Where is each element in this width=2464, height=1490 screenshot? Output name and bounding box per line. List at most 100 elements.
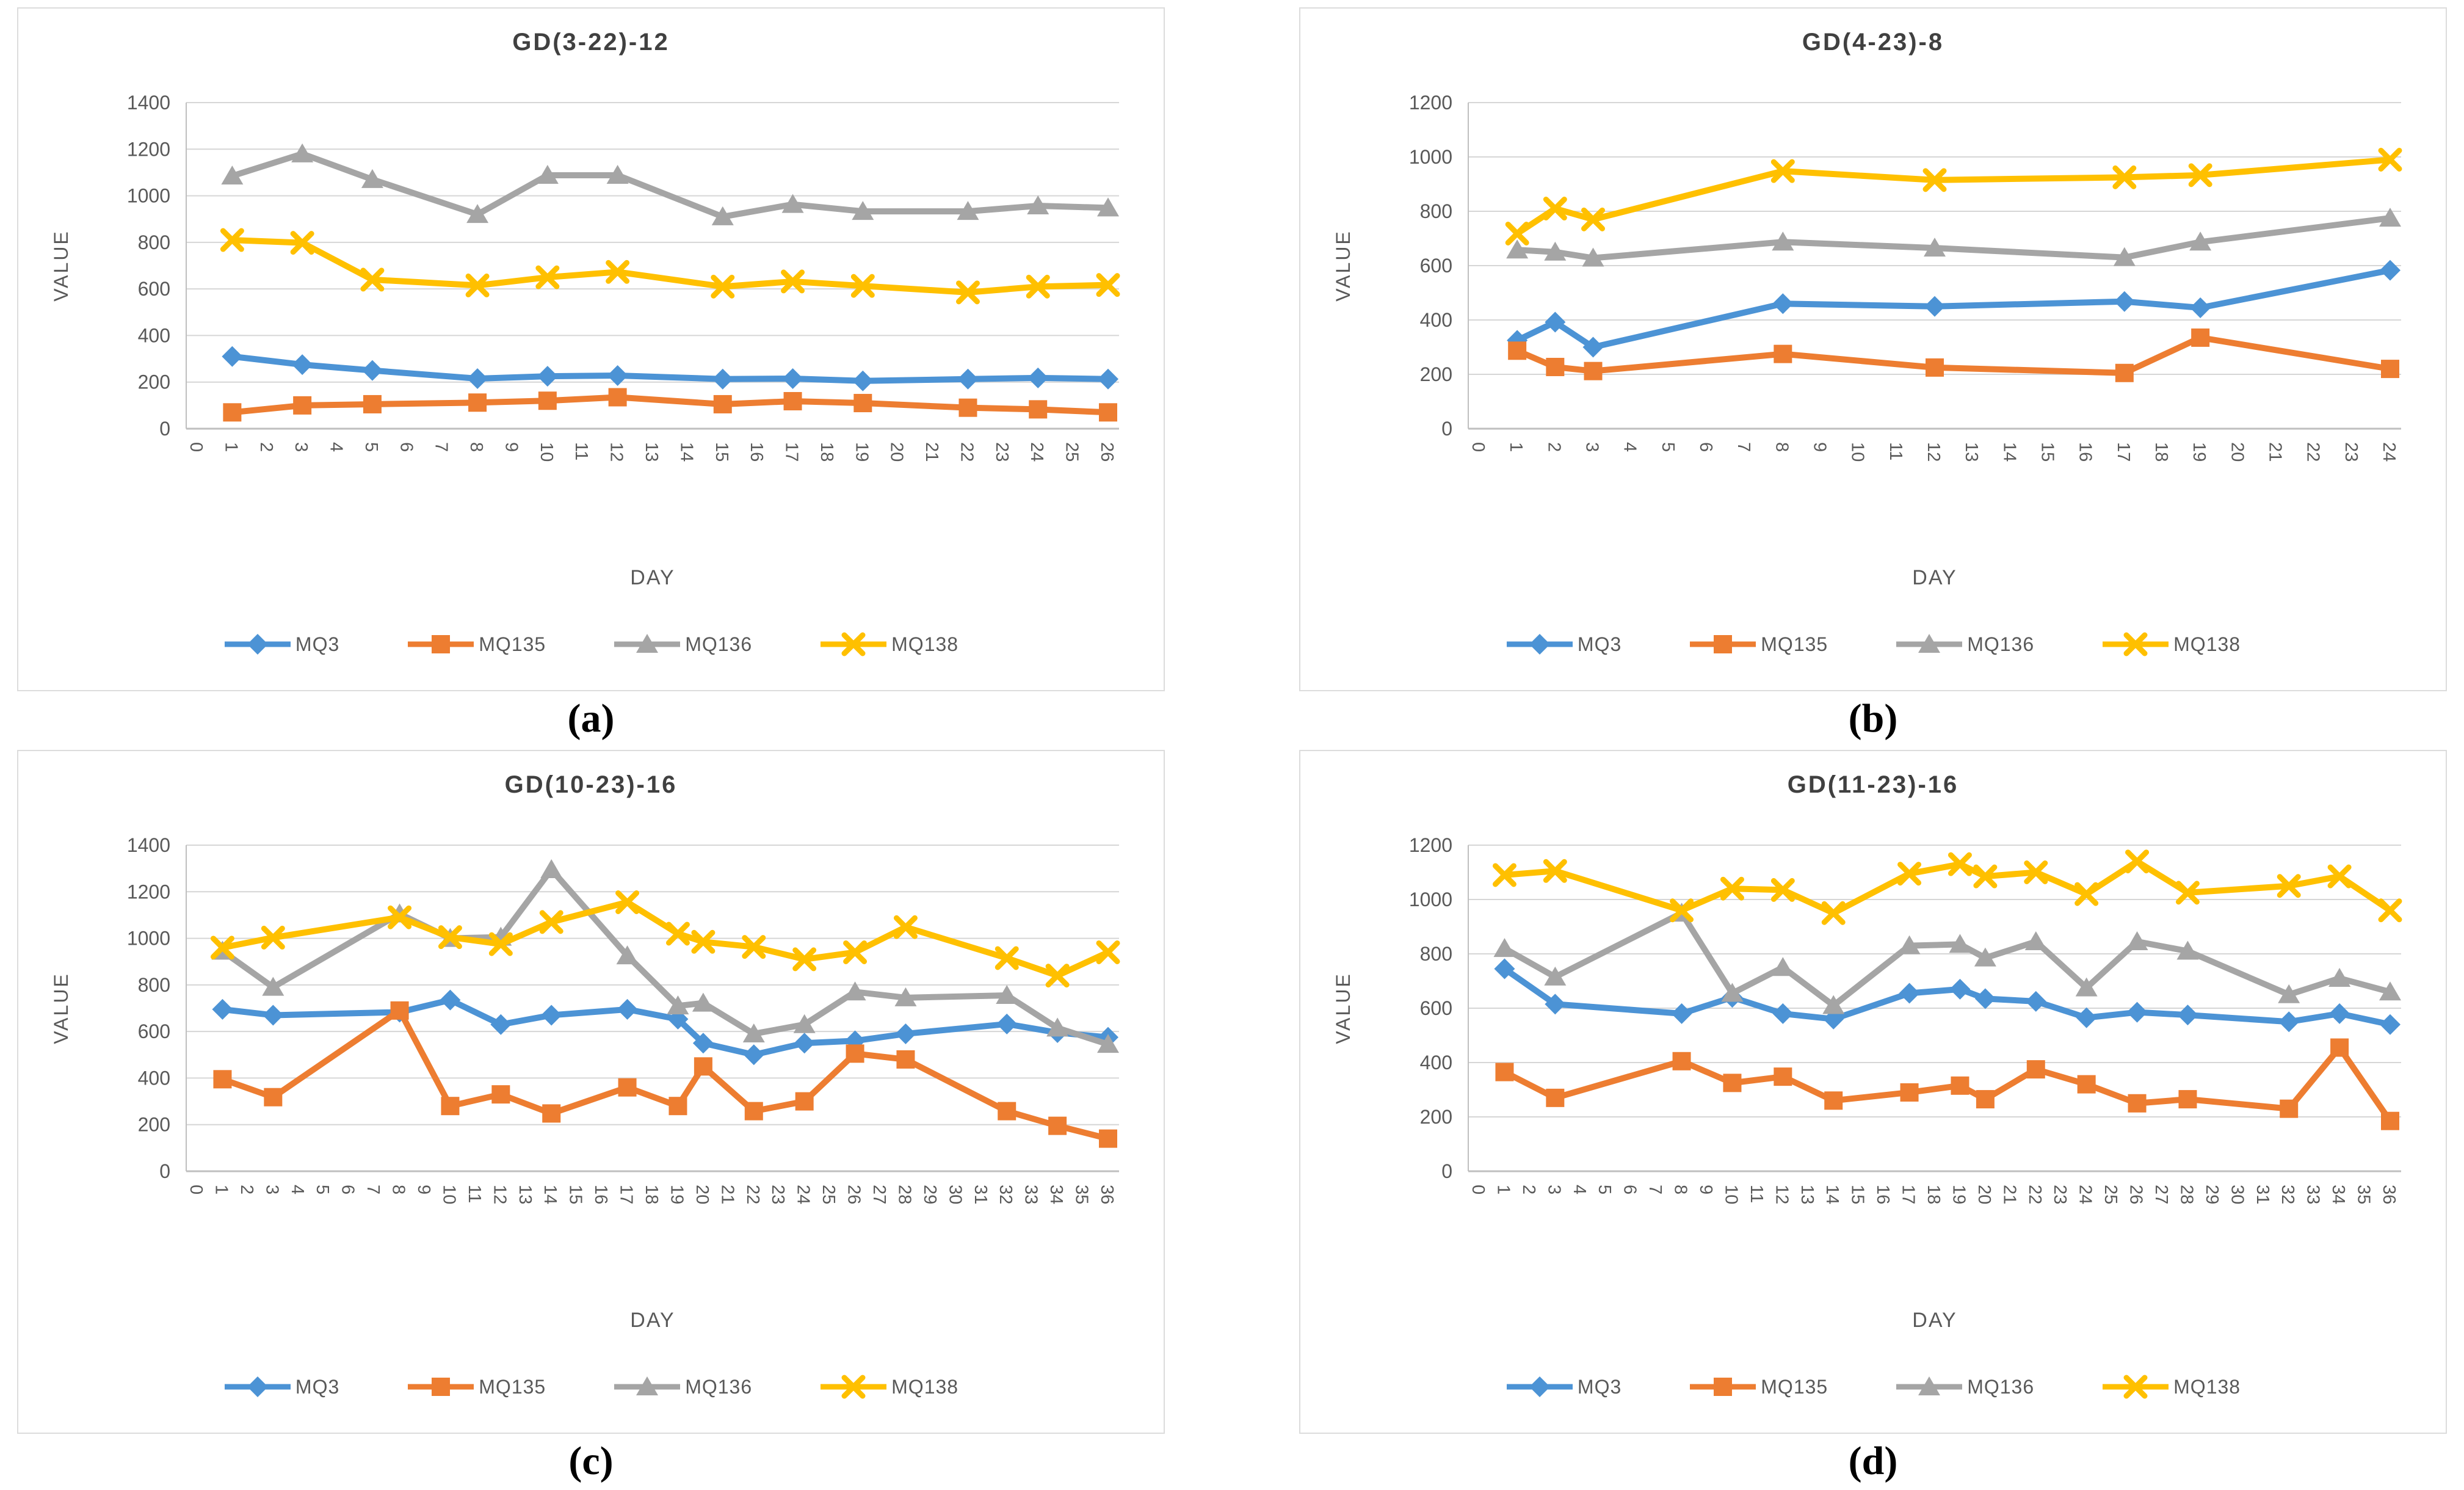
marker-triangle: [711, 206, 734, 225]
legend-item-MQ135: MQ135: [407, 631, 546, 658]
marker-x: [290, 231, 314, 255]
x-tick-label: 27: [869, 1185, 889, 1204]
chart-panel-d: GD(11-23)-16 0 200 400 600 800 1000 1200 0 1 2 3 4 5…: [1299, 750, 2447, 1434]
marker-square: [264, 1088, 283, 1107]
x-tick-label: 29: [2202, 1185, 2222, 1204]
legend-label-MQ135: MQ135: [1761, 633, 1828, 655]
marker-triangle: [1097, 197, 1119, 217]
marker-triangle: [2189, 231, 2212, 251]
x-tick-label: 7: [432, 442, 451, 452]
x-tick-label: 14: [540, 1185, 560, 1204]
x-tick-label: 4: [288, 1185, 307, 1194]
marker-square: [958, 398, 977, 417]
marker-diamond: [440, 989, 461, 1011]
marker-square: [783, 391, 802, 410]
marker-x: [465, 273, 490, 297]
marker-x: [1948, 852, 1972, 876]
x-tick-label: 13: [515, 1185, 535, 1204]
x-tick-label: 22: [957, 442, 976, 462]
marker-x: [2378, 147, 2402, 172]
x-tick-label: 21: [717, 1185, 737, 1204]
legend-marker-MQ138: [821, 1375, 887, 1399]
series-MQ135-line: [1514, 334, 2393, 376]
marker-triangle: [692, 992, 714, 1012]
legend-marker-MQ135: [1690, 635, 1756, 653]
marker-triangle: [606, 165, 629, 184]
x-tick-label: 35: [2354, 1185, 2374, 1204]
marker-diamond: [1545, 994, 1566, 1015]
x-tick-label: 20: [1974, 1185, 1994, 1204]
legend-item-MQ136: MQ136: [1895, 631, 2034, 658]
marker-square: [1714, 1378, 1733, 1396]
legend-marker-MQ138: [2103, 1375, 2169, 1399]
x-tick-label: 22: [2303, 442, 2323, 462]
series-MQ3: [1507, 260, 2401, 358]
x-axis-title: DAY: [630, 1309, 675, 1332]
x-tick-label: 23: [2341, 442, 2361, 462]
x-tick-label: 1: [1506, 442, 1526, 452]
x-tick-label: 17: [782, 442, 802, 462]
x-tick-label: 12: [1924, 442, 1943, 462]
marker-diamond: [212, 998, 233, 1020]
x-tick-label: 32: [2278, 1185, 2297, 1204]
marker-x: [535, 265, 560, 289]
marker-square: [2115, 363, 2134, 382]
legend-marker-MQ3: [224, 1376, 291, 1397]
x-tick-label: 9: [414, 1185, 433, 1194]
marker-x: [2112, 165, 2137, 189]
x-tick-label: 25: [819, 1185, 838, 1204]
legend-d: MQ3 MQ135 MQ136 MQ138: [1506, 1365, 2241, 1408]
x-tick-label: 11: [571, 442, 591, 460]
marker-square: [390, 1001, 409, 1020]
marker-diamond: [2380, 1014, 2401, 1035]
legend-label-MQ138: MQ138: [2173, 633, 2241, 655]
x-tick-label: 15: [712, 442, 731, 462]
series-MQ135-line: [1501, 1044, 2393, 1124]
marker-triangle: [1493, 938, 1516, 958]
marker-square: [1029, 400, 1048, 419]
legend-c: MQ3 MQ135 MQ136 MQ138: [223, 1365, 958, 1408]
y-tick-label: 1400: [127, 834, 170, 856]
marker-square: [1926, 358, 1944, 377]
marker-square: [432, 635, 451, 653]
marker-square: [618, 1078, 637, 1097]
x-tick-label: 6: [1620, 1185, 1640, 1194]
marker-x: [691, 929, 716, 954]
x-tick-label: 9: [1810, 442, 1830, 452]
x-tick-label: 8: [1671, 1185, 1690, 1194]
marker-diamond: [537, 366, 558, 387]
x-tick-label: 2: [1519, 1185, 1538, 1194]
caption-a: (a): [567, 696, 615, 741]
x-tick-label: 10: [1848, 442, 1868, 462]
marker-diamond: [1529, 1376, 1550, 1397]
marker-square: [468, 393, 487, 412]
series-MQ136: [221, 143, 1119, 225]
marker-x: [1492, 863, 1516, 887]
marker-diamond: [852, 370, 874, 391]
marker-diamond: [2190, 297, 2211, 318]
legend-item-MQ135: MQ135: [1689, 1373, 1828, 1400]
marker-x: [2125, 849, 2150, 874]
marker-diamond: [1582, 336, 1604, 358]
series-MQ138: [1505, 147, 2402, 245]
x-tick-label: 25: [1062, 442, 1082, 462]
marker-square: [1546, 1088, 1565, 1107]
marker-x: [1543, 197, 1567, 221]
y-tick-label: 200: [1420, 363, 1452, 385]
chart-title-d: GD(11-23)-16: [1787, 771, 1959, 798]
x-axis-title: DAY: [630, 566, 675, 589]
marker-x: [841, 1375, 866, 1399]
series-MQ138: [210, 890, 1120, 988]
caption-c: (c): [568, 1439, 614, 1483]
chart-title-b: GD(4-23)-8: [1802, 29, 1944, 56]
x-tick-label: 20: [887, 442, 907, 462]
x-tick-label: 21: [1999, 1185, 2019, 1204]
x-tick-label: 2: [256, 442, 276, 452]
marker-x: [210, 936, 234, 960]
x-tick-label: 20: [2227, 442, 2247, 462]
x-tick-label: 19: [852, 442, 871, 462]
marker-diamond: [541, 1005, 562, 1026]
series-MQ135-line: [219, 1007, 1111, 1142]
x-tick-label: 5: [361, 442, 381, 452]
